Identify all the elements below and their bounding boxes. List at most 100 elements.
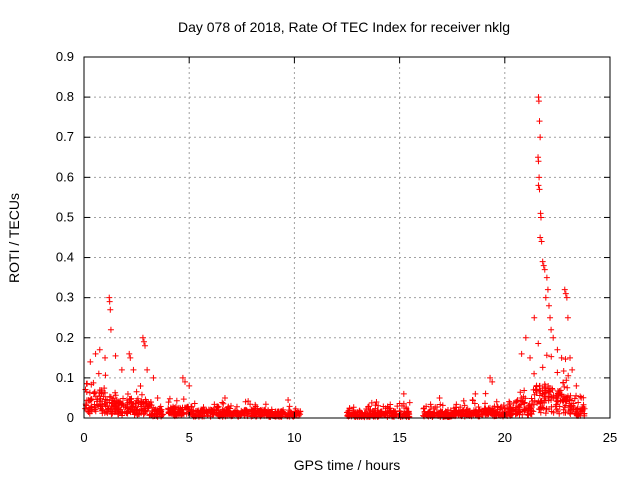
data-point-1242 xyxy=(513,398,520,405)
data-point-908 xyxy=(384,413,391,420)
data-point-1047 xyxy=(471,400,478,407)
data-point-1292 xyxy=(539,364,546,371)
data-point-1116 xyxy=(453,401,460,408)
data-point-1125 xyxy=(482,390,489,397)
data-point-1451 xyxy=(580,403,587,410)
data-point-1484 xyxy=(522,334,529,341)
data-point-1259 xyxy=(520,400,527,407)
data-point-1474 xyxy=(186,382,193,389)
data-point-1244 xyxy=(521,387,528,394)
data-point-789 xyxy=(375,402,382,409)
data-point-1446 xyxy=(580,394,587,401)
data-point-1477 xyxy=(373,398,380,405)
data-point-1376 xyxy=(555,389,562,396)
data-point-730 xyxy=(350,404,357,411)
data-point-1276 xyxy=(516,404,523,411)
data-point-288 xyxy=(166,395,173,402)
data-point-1449 xyxy=(571,395,578,402)
data-point-1505 xyxy=(542,294,549,301)
x-axis-ticks: 0 5 10 15 20 25 xyxy=(80,57,617,445)
data-point-23 xyxy=(82,386,89,393)
data-point-1408 xyxy=(562,356,569,363)
data-point-22 xyxy=(85,408,92,415)
data-point-1498 xyxy=(537,234,544,241)
data-point-1115 xyxy=(462,410,469,417)
data-point-1459 xyxy=(107,306,114,313)
data-point-1202 xyxy=(497,404,504,411)
data-point-1264 xyxy=(521,408,528,415)
data-point-1452 xyxy=(575,399,582,406)
data-point-1364 xyxy=(550,395,557,402)
data-point-1414 xyxy=(563,394,570,401)
data-point-217 xyxy=(144,405,151,412)
data-point-1356 xyxy=(556,410,563,417)
data-point-171 xyxy=(134,406,141,413)
data-point-1515 xyxy=(564,314,571,321)
data-point-1325 xyxy=(542,397,549,404)
data-point-1362 xyxy=(560,367,567,374)
data-point-855 xyxy=(406,399,413,406)
data-point-835 xyxy=(377,410,384,417)
data-point-1469 xyxy=(144,366,151,373)
data-point-1482 xyxy=(489,378,496,385)
data-point-465 xyxy=(203,407,210,414)
data-point-1343 xyxy=(538,397,545,404)
data-point-1269 xyxy=(520,393,527,400)
data-point-1488 xyxy=(535,98,542,105)
data-point-127 xyxy=(120,395,127,402)
data-point-178 xyxy=(132,410,139,417)
data-point-65 xyxy=(97,401,104,408)
data-point-94 xyxy=(102,372,109,379)
data-point-1190 xyxy=(500,410,507,417)
data-point-467 xyxy=(197,412,204,419)
data-point-107 xyxy=(108,411,115,418)
x-tick-label-0: 0 xyxy=(80,430,87,445)
data-point-1467 xyxy=(140,338,147,345)
data-point-27 xyxy=(85,397,92,404)
data-point-64 xyxy=(98,407,105,414)
data-point-57 xyxy=(95,370,102,377)
data-point-1323 xyxy=(537,409,544,416)
y-tick-label-8: 0.8 xyxy=(56,89,74,104)
data-point-308 xyxy=(165,405,172,412)
data-point-1502 xyxy=(541,266,548,273)
data-point-320 xyxy=(180,396,187,403)
data-point-1287 xyxy=(543,352,550,359)
data-point-471 xyxy=(211,407,218,414)
data-point-456 xyxy=(194,408,201,415)
data-point-330 xyxy=(173,397,180,404)
data-point-700 xyxy=(278,413,285,420)
data-point-245 xyxy=(148,402,155,409)
data-point-1298 xyxy=(530,408,537,415)
data-point-976 xyxy=(423,403,430,410)
data-point-55 xyxy=(91,390,98,397)
data-point-29 xyxy=(88,396,95,403)
x-tick-label-3: 15 xyxy=(392,430,406,445)
data-point-198 xyxy=(138,391,145,398)
data-point-1421 xyxy=(573,392,580,399)
data-point-1460 xyxy=(107,326,114,333)
data-point-1483 xyxy=(518,350,525,357)
data-point-593 xyxy=(231,410,238,417)
data-point-170 xyxy=(133,397,140,404)
data-point-1504 xyxy=(544,286,551,293)
data-point-1450 xyxy=(575,411,582,418)
data-point-1204 xyxy=(506,401,513,408)
data-point-587 xyxy=(235,411,242,418)
data-point-1277 xyxy=(513,410,520,417)
data-point-1472 xyxy=(179,374,186,381)
data-point-1107 xyxy=(461,413,468,420)
data-point-893 xyxy=(385,410,392,417)
data-point-1454 xyxy=(92,350,99,357)
data-point-56 xyxy=(98,388,105,395)
x-tick-label-5: 25 xyxy=(603,430,617,445)
data-point-1247 xyxy=(528,395,535,402)
x-tick-label-2: 10 xyxy=(287,430,301,445)
data-point-1112 xyxy=(477,408,484,415)
data-point-1334 xyxy=(533,382,540,389)
data-point-185 xyxy=(127,396,134,403)
data-point-580 xyxy=(252,401,259,408)
data-point-209 xyxy=(140,411,147,418)
data-point-905 xyxy=(403,405,410,412)
